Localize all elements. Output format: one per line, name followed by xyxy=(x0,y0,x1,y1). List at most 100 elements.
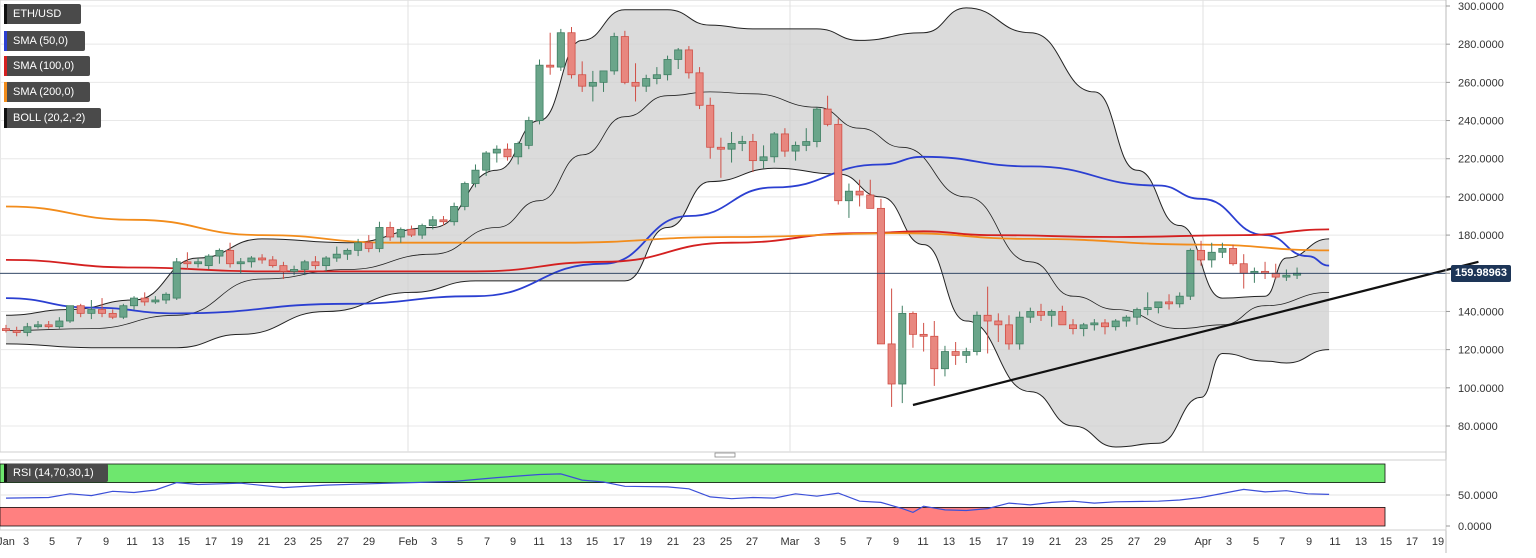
x-tick-label: 11 xyxy=(1329,536,1340,548)
candle-body xyxy=(418,225,427,236)
legend-sma-50[interactable]: SMA (50,0) xyxy=(4,31,85,51)
legend-sma-200[interactable]: SMA (200,0) xyxy=(4,82,90,102)
candle-body xyxy=(951,351,960,356)
x-tick-label: 13 xyxy=(560,536,572,548)
candle-body xyxy=(1015,316,1024,345)
candle-body xyxy=(599,70,608,83)
x-tick-label: 5 xyxy=(840,536,846,548)
candle-body xyxy=(748,141,757,162)
candle-body xyxy=(322,257,331,267)
x-tick-label: 21 xyxy=(258,536,270,548)
x-tick-label: 15 xyxy=(586,536,598,548)
candle-body xyxy=(1090,322,1099,326)
candle-body xyxy=(727,143,736,150)
x-tick-label: 9 xyxy=(893,536,899,548)
candle-body xyxy=(108,312,117,318)
legend-rsi[interactable]: RSI (14,70,30,1) xyxy=(4,464,108,482)
candle-body xyxy=(23,326,32,333)
candle-body xyxy=(226,249,235,265)
candle-body xyxy=(1122,316,1131,322)
candle-body xyxy=(876,207,885,345)
candle-body xyxy=(172,261,181,299)
x-tick-label: 7 xyxy=(484,536,490,548)
x-tick-label: 19 xyxy=(1432,536,1444,548)
trendline xyxy=(0,260,1479,407)
legend-swatch xyxy=(4,464,7,482)
candle-body xyxy=(759,156,768,162)
candle-body xyxy=(930,335,939,370)
legend-symbol[interactable]: ETH/USD xyxy=(4,4,81,24)
candle-body xyxy=(34,324,43,328)
rsi-line xyxy=(5,473,1330,514)
x-tick-label: 19 xyxy=(640,536,652,548)
legend-swatch xyxy=(4,4,7,24)
legend-swatch xyxy=(4,82,7,102)
x-tick-label: 3 xyxy=(814,536,820,548)
legend-sma-100[interactable]: SMA (100,0) xyxy=(4,56,90,76)
candle-body xyxy=(1271,272,1280,278)
candle-body xyxy=(1282,274,1291,278)
candle-body xyxy=(332,253,341,259)
candle-body xyxy=(674,49,683,60)
candle-body xyxy=(482,152,491,171)
x-tick-label: 29 xyxy=(1154,536,1166,548)
candle-body xyxy=(802,141,811,146)
candle-body xyxy=(492,148,501,154)
legend-boll[interactable]: BOLL (20,2,-2) xyxy=(4,108,101,128)
candle-body xyxy=(823,108,832,125)
candle-body xyxy=(791,144,800,152)
candle-body xyxy=(556,32,565,68)
y-tick-label: 120.0000 xyxy=(1458,345,1504,357)
legend-sma-200-label: SMA (200,0) xyxy=(13,86,75,98)
rsi-overbought-zone xyxy=(0,463,1386,484)
candle-body xyxy=(1079,324,1088,330)
x-tick-label: 9 xyxy=(1306,536,1312,548)
x-tick-label: 5 xyxy=(1253,536,1259,548)
candle-body xyxy=(194,261,203,265)
candle-body xyxy=(300,261,309,270)
candle-body xyxy=(1175,295,1184,305)
axes: 300.0000 280.0000 260.0000 240.0000 220.0000… xyxy=(0,0,1504,553)
candle-body xyxy=(204,255,213,267)
x-tick-label: 29 xyxy=(363,536,375,548)
candle-body xyxy=(1218,248,1227,253)
candle-body xyxy=(684,49,693,74)
x-tick-label: Jan xyxy=(0,536,15,548)
support-trendline xyxy=(912,260,1479,407)
y-tick-label: 200.0000 xyxy=(1458,192,1504,204)
candle-body xyxy=(834,123,843,202)
candle-body xyxy=(236,261,245,265)
candle-body xyxy=(375,227,384,249)
x-tick-label: 23 xyxy=(693,536,705,548)
legend-swatch xyxy=(4,56,7,76)
candle-body xyxy=(610,36,619,72)
y-tick-label: 80.0000 xyxy=(1458,421,1498,433)
candle-body xyxy=(1229,248,1238,265)
y-tick-label: 260.0000 xyxy=(1458,77,1504,89)
candle-body xyxy=(770,133,779,158)
candle-body xyxy=(567,32,576,76)
candle-body xyxy=(535,64,544,121)
candle-body xyxy=(844,190,853,202)
candle-body xyxy=(1239,263,1248,274)
x-tick-label: 15 xyxy=(969,536,981,548)
x-tick-label: 17 xyxy=(205,536,217,548)
x-tick-label: 15 xyxy=(1380,536,1392,548)
candle-body xyxy=(2,328,10,331)
candle-body xyxy=(503,148,512,158)
rsi-y-tick-label: 0.0000 xyxy=(1458,521,1492,533)
candle-body xyxy=(1026,311,1035,318)
y-tick-label: 280.0000 xyxy=(1458,39,1504,51)
last-price-tag: 159.98963 xyxy=(1451,265,1511,282)
candle-body xyxy=(706,104,715,148)
x-tick-label: 3 xyxy=(431,536,437,548)
x-tick-label: 21 xyxy=(1049,536,1061,548)
candle-body xyxy=(578,74,587,87)
rsi-y-tick-label: 50.0000 xyxy=(1458,490,1498,502)
x-tick-label: 17 xyxy=(996,536,1008,548)
x-tick-label: 9 xyxy=(103,536,109,548)
rsi-panel: 50.0000 0.0000 xyxy=(0,452,1498,533)
candle-body xyxy=(183,261,192,265)
legend-swatch xyxy=(4,31,7,51)
